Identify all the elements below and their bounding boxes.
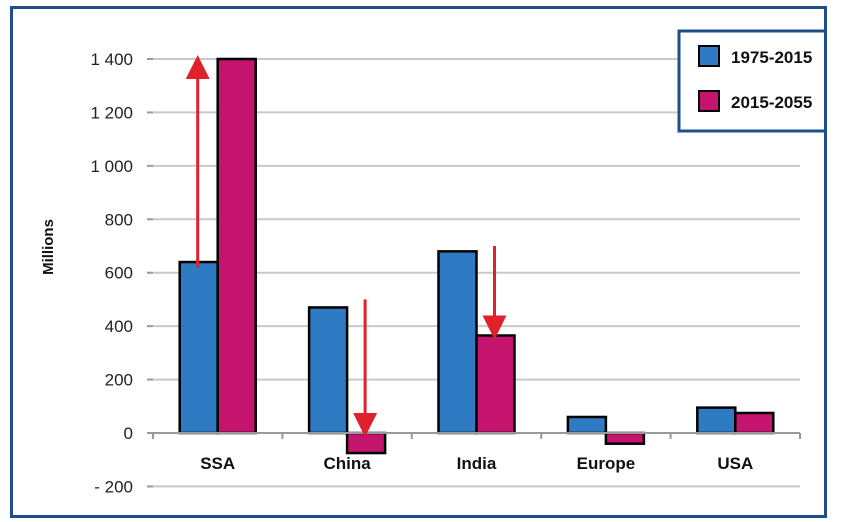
bar-india-2015-2055 <box>475 334 516 435</box>
bar-china-1975-2015 <box>307 306 349 435</box>
bar-india-1975-2015 <box>437 250 478 435</box>
y-tick-label: 0 <box>124 424 133 443</box>
legend-label: 2015-2055 <box>731 93 812 112</box>
category-label: Europe <box>577 454 636 473</box>
annotation-arrows <box>185 55 507 437</box>
y-tick-label: 200 <box>105 371 133 390</box>
bar-chart: - 200 0 200 400 600 800 1 000 1 200 1 400 SSA Chi… <box>40 29 824 496</box>
category-label: USA <box>717 454 753 473</box>
bar-europe-1975-2015 <box>566 415 608 435</box>
bar-usa-2015-2055 <box>734 411 775 435</box>
y-tick-label: - 200 <box>94 477 133 496</box>
legend-label: 1975-2015 <box>731 48 812 67</box>
y-tick-label: 600 <box>105 264 133 283</box>
bar-usa-1975-2015 <box>696 406 737 435</box>
y-axis-title: Millions <box>40 219 57 275</box>
y-tick-label: 1 000 <box>90 157 133 176</box>
legend-swatch <box>698 45 720 67</box>
y-tick-labels: - 200 0 200 400 600 800 1 000 1 200 1 400 <box>90 50 153 496</box>
y-tick-label: 1 400 <box>90 50 133 69</box>
y-tick-label: 800 <box>105 210 133 229</box>
category-label: China <box>323 454 371 473</box>
bar-ssa-1975-2015 <box>178 260 219 435</box>
x-axis <box>152 432 801 439</box>
y-tick-label: 400 <box>105 317 133 336</box>
category-label: SSA <box>200 454 235 473</box>
category-labels: SSA China India Europe USA <box>200 454 753 473</box>
bar-europe-2015-2055 <box>604 431 646 445</box>
bar-ssa-2015-2055 <box>216 57 257 435</box>
y-tick-label: 1 200 <box>90 103 133 122</box>
legend: 1975-2015 2015-2055 <box>677 29 824 133</box>
chart-frame: - 200 0 200 400 600 800 1 000 1 200 1 400 SSA Chi… <box>10 6 827 518</box>
category-label: India <box>457 454 497 473</box>
bar-china-2015-2055 <box>345 431 387 455</box>
bars <box>178 57 775 455</box>
legend-swatch <box>698 90 720 112</box>
